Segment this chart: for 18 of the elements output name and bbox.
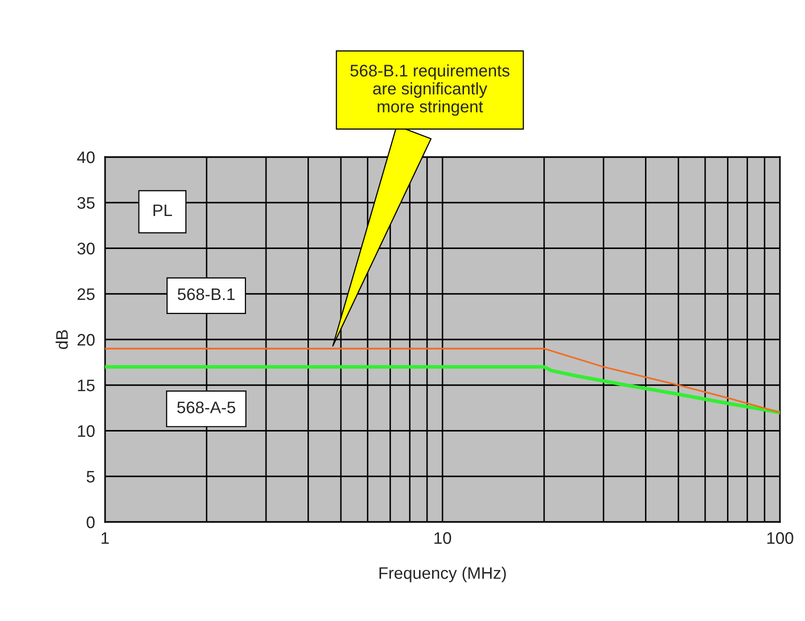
y-tick-label: 35 bbox=[77, 197, 95, 209]
y-tick-label: 25 bbox=[78, 288, 95, 300]
y-tick-label: 5 bbox=[86, 470, 95, 483]
x-axis-title: Frequency (MHz) bbox=[380, 566, 506, 582]
y-tick-label: 20 bbox=[78, 334, 95, 346]
x-tick-label: 10 bbox=[434, 532, 452, 544]
text: 568-B.1 bbox=[178, 288, 235, 300]
y-tick-label: 30 bbox=[77, 242, 95, 254]
y-tick-label: 0 bbox=[86, 516, 95, 528]
annotation: 568-B.1 requirements are significantly more stringent bbox=[350, 64, 510, 116]
x-tick-label: 1 bbox=[102, 532, 109, 544]
x-tick-label: 100 bbox=[767, 532, 794, 544]
y-tick-label: 15 bbox=[78, 380, 95, 392]
annotation: PL bbox=[154, 204, 172, 216]
y-tick-label: 40 bbox=[77, 151, 95, 164]
y-axis-title: dB bbox=[56, 330, 68, 349]
y-tick-label: 10 bbox=[78, 425, 95, 437]
text: 568-A-5 bbox=[177, 402, 236, 414]
